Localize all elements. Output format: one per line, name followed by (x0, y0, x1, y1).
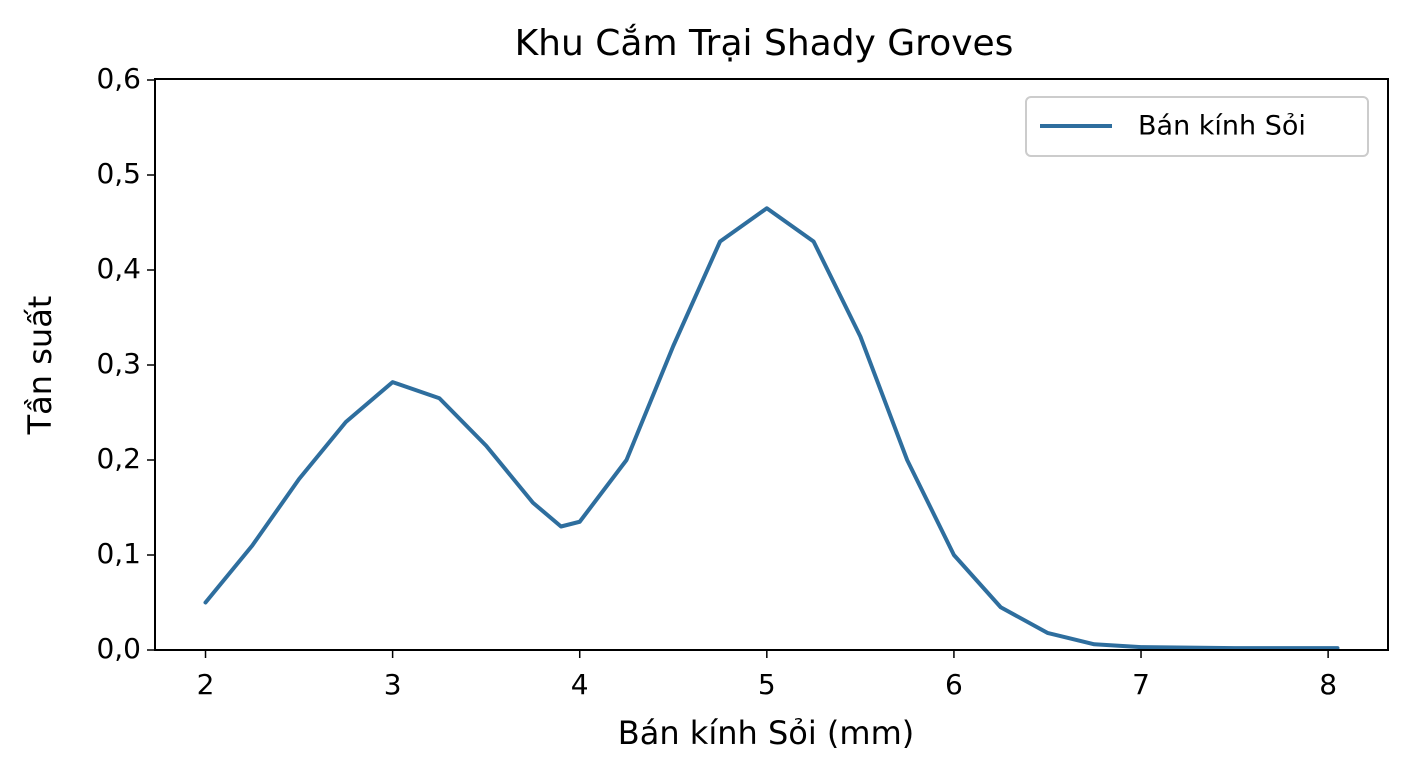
x-tick-label: 8 (1319, 668, 1337, 701)
y-tick-label: 0,4 (96, 252, 141, 285)
chart-title: Khu Cắm Trại Shady Groves (515, 23, 1014, 64)
y-tick-label: 0,1 (96, 537, 141, 570)
legend-box (1025, 96, 1369, 157)
data-line (203, 206, 1340, 651)
x-tick-label: 6 (945, 668, 963, 701)
legend-label: Bán kính Sỏi (1138, 111, 1306, 142)
y-tick-label: 0,5 (96, 157, 141, 190)
y-axis-label: Tần suất (21, 296, 59, 436)
x-tick-label: 4 (571, 668, 589, 701)
y-tick-label: 0,3 (96, 347, 141, 380)
x-tick-label: 7 (1132, 668, 1150, 701)
x-axis-label: Bán kính Sỏi (mm) (618, 714, 914, 752)
y-tick-label: 0,2 (96, 442, 141, 475)
x-tick-label: 2 (197, 668, 215, 701)
x-tick-label: 5 (758, 668, 776, 701)
y-tick-label: 0,0 (96, 632, 141, 665)
y-tick-label: 0,6 (96, 62, 141, 95)
plot-frame (154, 78, 1389, 651)
x-tick-label: 3 (384, 668, 402, 701)
